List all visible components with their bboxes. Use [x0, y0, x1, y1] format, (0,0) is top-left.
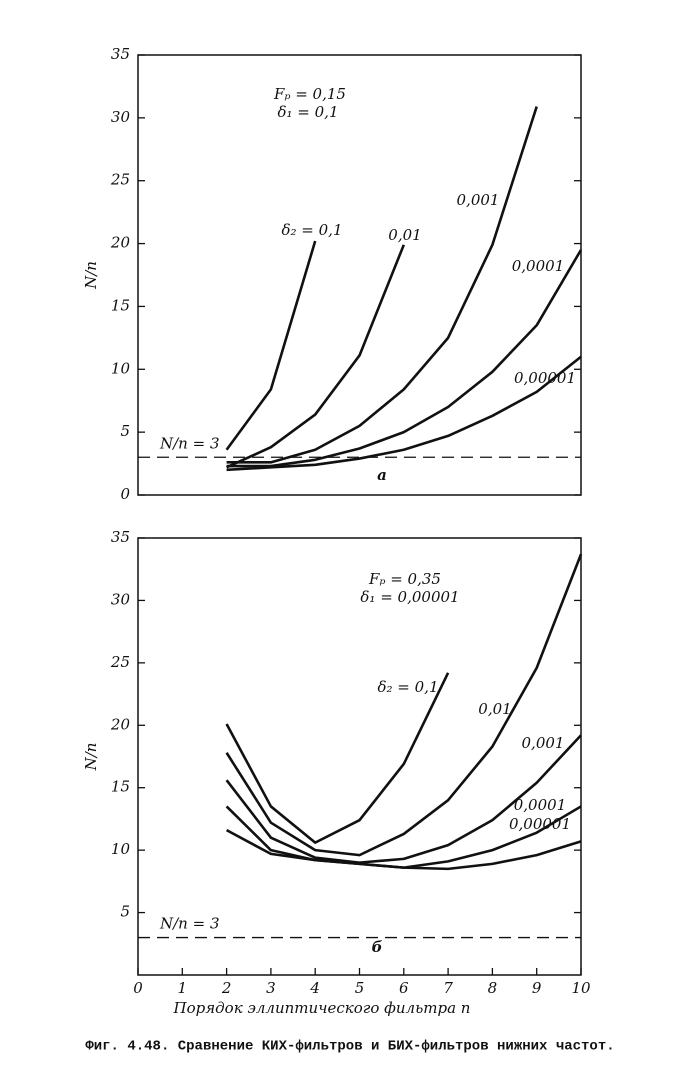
x-tick-label: 7	[443, 979, 453, 997]
y-tick-label: 20	[110, 234, 131, 252]
y-tick-label: 20	[110, 715, 131, 733]
y-tick-label: 35	[111, 45, 130, 63]
y-axis-label: N/n	[82, 261, 100, 290]
x-axis-label: Порядок эллиптического фильтра n	[173, 999, 471, 1017]
y-tick-label: 5	[120, 903, 130, 921]
curve	[225, 734, 582, 864]
series-label: 0,00001	[509, 815, 571, 833]
y-tick-label: 15	[111, 296, 130, 314]
y-tick-label: 10	[111, 840, 131, 858]
x-tick-label: 6	[399, 979, 409, 997]
series-label: 0,01	[388, 226, 421, 244]
annotation: а	[377, 466, 387, 484]
y-tick-label: 30	[111, 108, 131, 126]
series-label: 0,0001	[514, 796, 567, 814]
plot-frame	[137, 54, 582, 496]
y-tick-label: 10	[111, 359, 131, 377]
annotation: Fₚ = 0,15	[273, 85, 346, 103]
series-label: 0,001	[522, 734, 565, 752]
y-axis-label: N/n	[82, 743, 100, 772]
curve	[226, 106, 538, 464]
y-tick-label: 30	[111, 590, 131, 608]
y-tick-label: 5	[120, 422, 130, 440]
curve	[225, 240, 317, 451]
annotation: δ₁ = 0,00001	[360, 588, 459, 606]
y-tick-label: 0	[120, 485, 130, 503]
y-tick-label: 25	[110, 171, 130, 189]
curve	[225, 829, 582, 871]
y-tick-label: 25	[110, 653, 130, 671]
annotation: Fₚ = 0,35	[368, 570, 441, 588]
x-tick-label: 9	[532, 979, 542, 997]
y-tick-label: 15	[111, 778, 130, 796]
curve	[225, 672, 450, 844]
curve	[226, 355, 582, 472]
x-tick-label: 3	[266, 979, 276, 997]
x-tick-label: 8	[488, 979, 498, 997]
curve	[226, 249, 583, 468]
series-label: 0,00001	[514, 369, 576, 387]
series-label: 0,01	[478, 700, 511, 718]
curve	[225, 553, 583, 857]
curve	[226, 244, 406, 469]
series-label: δ₂ = 0,1	[281, 221, 342, 239]
series-label: 0,001	[457, 191, 500, 209]
x-tick-label: 4	[309, 979, 320, 997]
series-label: δ₂ = 0,1	[377, 678, 438, 696]
annotation: δ₁ = 0,1	[277, 103, 338, 121]
annotation: б	[372, 938, 383, 956]
x-tick-label: 1	[178, 979, 188, 997]
reference-label: N/n = 3	[159, 434, 220, 452]
y-tick-label: 35	[111, 528, 130, 546]
reference-label: N/n = 3	[159, 915, 220, 933]
series-label: 0,0001	[512, 257, 565, 275]
x-tick-label: 10	[571, 979, 591, 997]
x-tick-label: 5	[355, 979, 365, 997]
x-tick-label: 2	[221, 979, 232, 997]
x-tick-label: 0	[133, 979, 143, 997]
caption: Фиг. 4.48. Сравнение КИХ-фильтров и БИХ-…	[85, 1039, 614, 1055]
